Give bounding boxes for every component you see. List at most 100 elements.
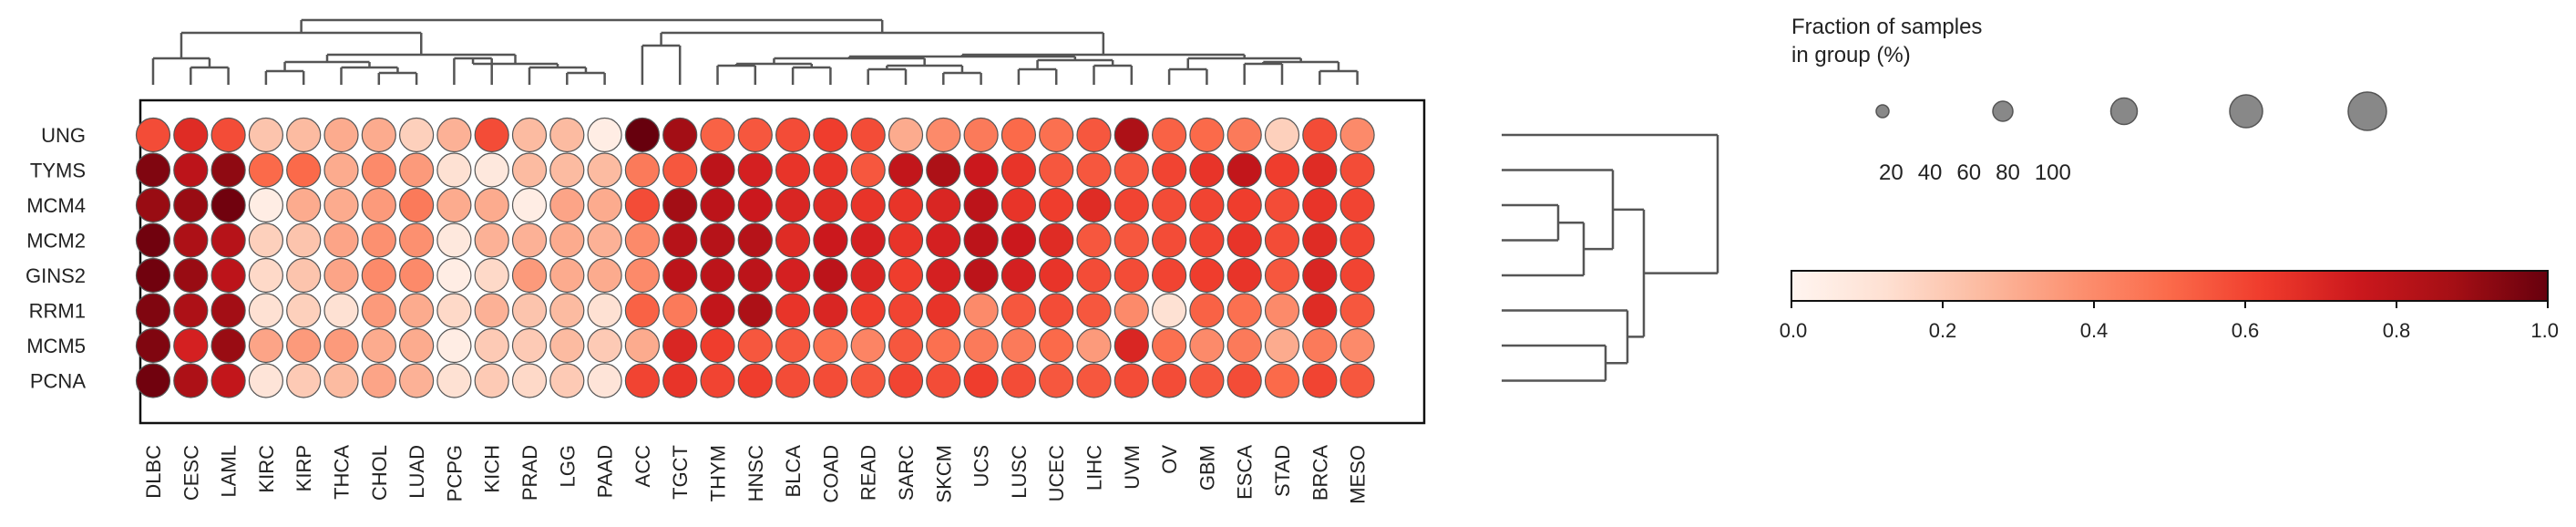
- dot-gins2-stad: [1264, 257, 1300, 294]
- cancer-type-label: BLCA: [782, 445, 805, 498]
- dot-mcm4-gbm: [1189, 187, 1225, 223]
- dot-rrm1-ucec: [1039, 293, 1074, 328]
- dot-mcm2-read: [850, 222, 886, 258]
- dot-tyms-coad: [813, 152, 848, 188]
- dot-mcm2-blca: [775, 222, 811, 258]
- cancer-type-label: UCS: [970, 445, 993, 487]
- dot-mcm2-brca: [1302, 222, 1338, 258]
- dot-pcna-brca: [1302, 363, 1338, 398]
- dot-gins2-brca: [1302, 257, 1338, 294]
- cancer-type-label: COAD: [819, 445, 842, 503]
- dot-tyms-sarc: [888, 152, 924, 188]
- dot-tyms-dlbc: [135, 152, 171, 188]
- dot-tyms-blca: [775, 152, 811, 188]
- dot-pcna-stad: [1264, 363, 1300, 398]
- dot-mcm4-skcm: [926, 187, 961, 223]
- dot-mcm2-tgct: [662, 222, 698, 258]
- dot-mcm4-paad: [587, 187, 622, 223]
- dot-mcm4-coad: [813, 187, 848, 223]
- dot-rrm1-luad: [399, 293, 435, 328]
- dot-tyms-read: [850, 152, 886, 188]
- cancer-type-label: TGCT: [669, 445, 692, 500]
- dot-ung-laml: [210, 117, 246, 153]
- cancer-type-label: MESO: [1347, 445, 1370, 504]
- dot-rrm1-esca: [1226, 293, 1262, 328]
- dot-mcm4-kich: [474, 187, 509, 223]
- dot-ung-blca: [775, 117, 811, 153]
- dot-gins2-dlbc: [135, 257, 171, 294]
- cancer-type-label: THCA: [331, 445, 354, 500]
- dot-mcm5-coad: [813, 327, 848, 364]
- dot-rrm1-stad: [1264, 293, 1300, 328]
- dot-gins2-cesc: [173, 257, 209, 294]
- dot-mcm4-ucs: [963, 187, 999, 223]
- dot-mcm2-kich: [474, 222, 509, 258]
- dot-pcna-ucec: [1039, 363, 1074, 398]
- dot-mcm5-lihc: [1076, 327, 1112, 364]
- dot-mcm4-luad: [399, 187, 435, 223]
- dot-gins2-pcpg: [436, 257, 472, 294]
- dot-mcm2-coad: [813, 222, 848, 258]
- cancer-type-label: DLBC: [142, 445, 165, 499]
- gene-label: MCM4: [26, 194, 86, 217]
- dot-mcm4-thca: [323, 187, 359, 223]
- dot-mcm4-uvm: [1114, 187, 1149, 223]
- size-legend-label: 20: [1879, 160, 1904, 185]
- dot-mcm2-ucs: [963, 222, 999, 258]
- cancer-type-label: CESC: [180, 445, 202, 501]
- cancer-type-label: SKCM: [932, 445, 955, 503]
- dot-gins2-ucec: [1039, 257, 1074, 294]
- size-legend-dot: [1875, 104, 1890, 119]
- dot-ung-uvm: [1114, 117, 1149, 153]
- dot-mcm4-laml: [210, 187, 246, 223]
- dot-gins2-laml: [210, 257, 246, 294]
- dot-ung-coad: [813, 117, 848, 153]
- dot-mcm5-kirc: [248, 327, 283, 364]
- dot-mcm5-read: [850, 327, 886, 364]
- dot-rrm1-pcpg: [436, 293, 472, 328]
- dot-tyms-skcm: [926, 152, 961, 188]
- dot-mcm4-lusc: [1001, 187, 1037, 223]
- dot-mcm4-acc: [624, 187, 661, 223]
- dot-mcm5-kirp: [286, 327, 322, 364]
- dot-gins2-kirp: [286, 257, 322, 294]
- dot-gins2-ov: [1151, 257, 1187, 294]
- dot-mcm5-hnsc: [737, 327, 773, 364]
- colorbar-tick-label: 1.0: [2530, 319, 2559, 342]
- dot-mcm4-sarc: [888, 187, 924, 223]
- dot-gins2-lgg: [549, 257, 585, 294]
- dot-gins2-blca: [775, 257, 811, 294]
- cancer-type-label: LUSC: [1008, 445, 1031, 499]
- column-dendrogram: [151, 18, 1359, 85]
- dot-tyms-pcpg: [436, 152, 472, 188]
- gene-label: MCM2: [26, 230, 86, 253]
- gene-label: RRM1: [29, 300, 86, 323]
- colorbar-tick-label: 0.6: [2232, 319, 2260, 342]
- dot-ung-cesc: [173, 117, 209, 153]
- gene-label: TYMS: [30, 160, 86, 182]
- dot-tyms-kich: [474, 152, 509, 188]
- dot-gins2-coad: [813, 257, 848, 294]
- dot-mcm4-chol: [361, 187, 396, 223]
- dot-mcm5-uvm: [1114, 327, 1149, 364]
- dot-rrm1-uvm: [1114, 293, 1149, 328]
- cancer-type-label: KIRP: [292, 445, 315, 491]
- dot-ung-thym: [700, 117, 735, 153]
- dot-tyms-tgct: [662, 152, 698, 188]
- dot-ung-skcm: [926, 117, 961, 153]
- dot-tyms-meso: [1339, 152, 1375, 188]
- dot-ung-brca: [1302, 117, 1338, 153]
- dot-mcm4-prad: [511, 187, 548, 223]
- dot-mcm5-paad: [587, 327, 622, 364]
- dot-gins2-lihc: [1076, 257, 1112, 294]
- dot-mcm5-ucec: [1039, 327, 1074, 364]
- dot-ung-lgg: [549, 117, 585, 153]
- dot-gins2-lusc: [1001, 257, 1037, 294]
- dot-tyms-kirp: [286, 152, 322, 188]
- dot-tyms-chol: [361, 152, 396, 188]
- dot-tyms-esca: [1226, 152, 1262, 188]
- dot-pcna-kirc: [248, 363, 283, 398]
- dot-rrm1-dlbc: [135, 293, 171, 328]
- dot-mcm4-lihc: [1076, 187, 1112, 223]
